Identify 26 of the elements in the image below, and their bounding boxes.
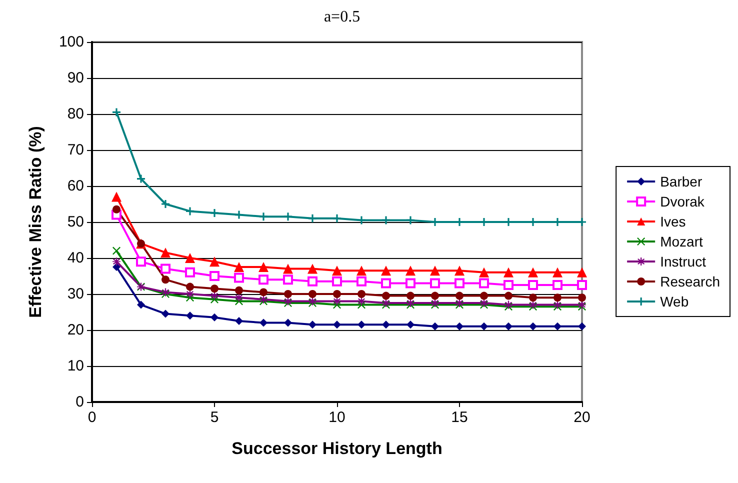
legend-label: Instruct <box>660 254 706 270</box>
legend-label: Dvorak <box>660 194 706 210</box>
legend-label: Barber <box>660 174 702 190</box>
legend-label: Web <box>660 294 689 310</box>
y-tick-label: 10 <box>67 358 84 374</box>
y-tick-label: 0 <box>76 394 84 410</box>
y-tick-label: 50 <box>67 214 84 230</box>
x-tick-label: 10 <box>328 409 346 426</box>
y-tick-label: 100 <box>58 34 84 50</box>
x-tick-label: 20 <box>574 409 590 426</box>
legend-label: Ives <box>660 214 686 230</box>
y-tick-label: 20 <box>67 322 84 338</box>
y-tick-label: 60 <box>67 178 84 194</box>
y-tick-label: 40 <box>67 250 84 266</box>
chart-title: a=0.5 <box>324 8 360 26</box>
y-tick-label: 30 <box>67 286 84 302</box>
y-tick-label: 90 <box>67 70 84 86</box>
legend-label: Mozart <box>660 234 703 250</box>
x-axis-title: Successor History Length <box>232 439 442 458</box>
y-axis-title: Effective Miss Ratio (%) <box>26 126 45 318</box>
x-tick-label: 5 <box>210 409 219 426</box>
y-tick-label: 70 <box>67 142 84 158</box>
x-tick-label: 0 <box>88 409 96 426</box>
x-tick-label: 15 <box>451 409 468 426</box>
legend-label: Research <box>660 274 720 290</box>
y-tick-label: 80 <box>67 106 84 122</box>
